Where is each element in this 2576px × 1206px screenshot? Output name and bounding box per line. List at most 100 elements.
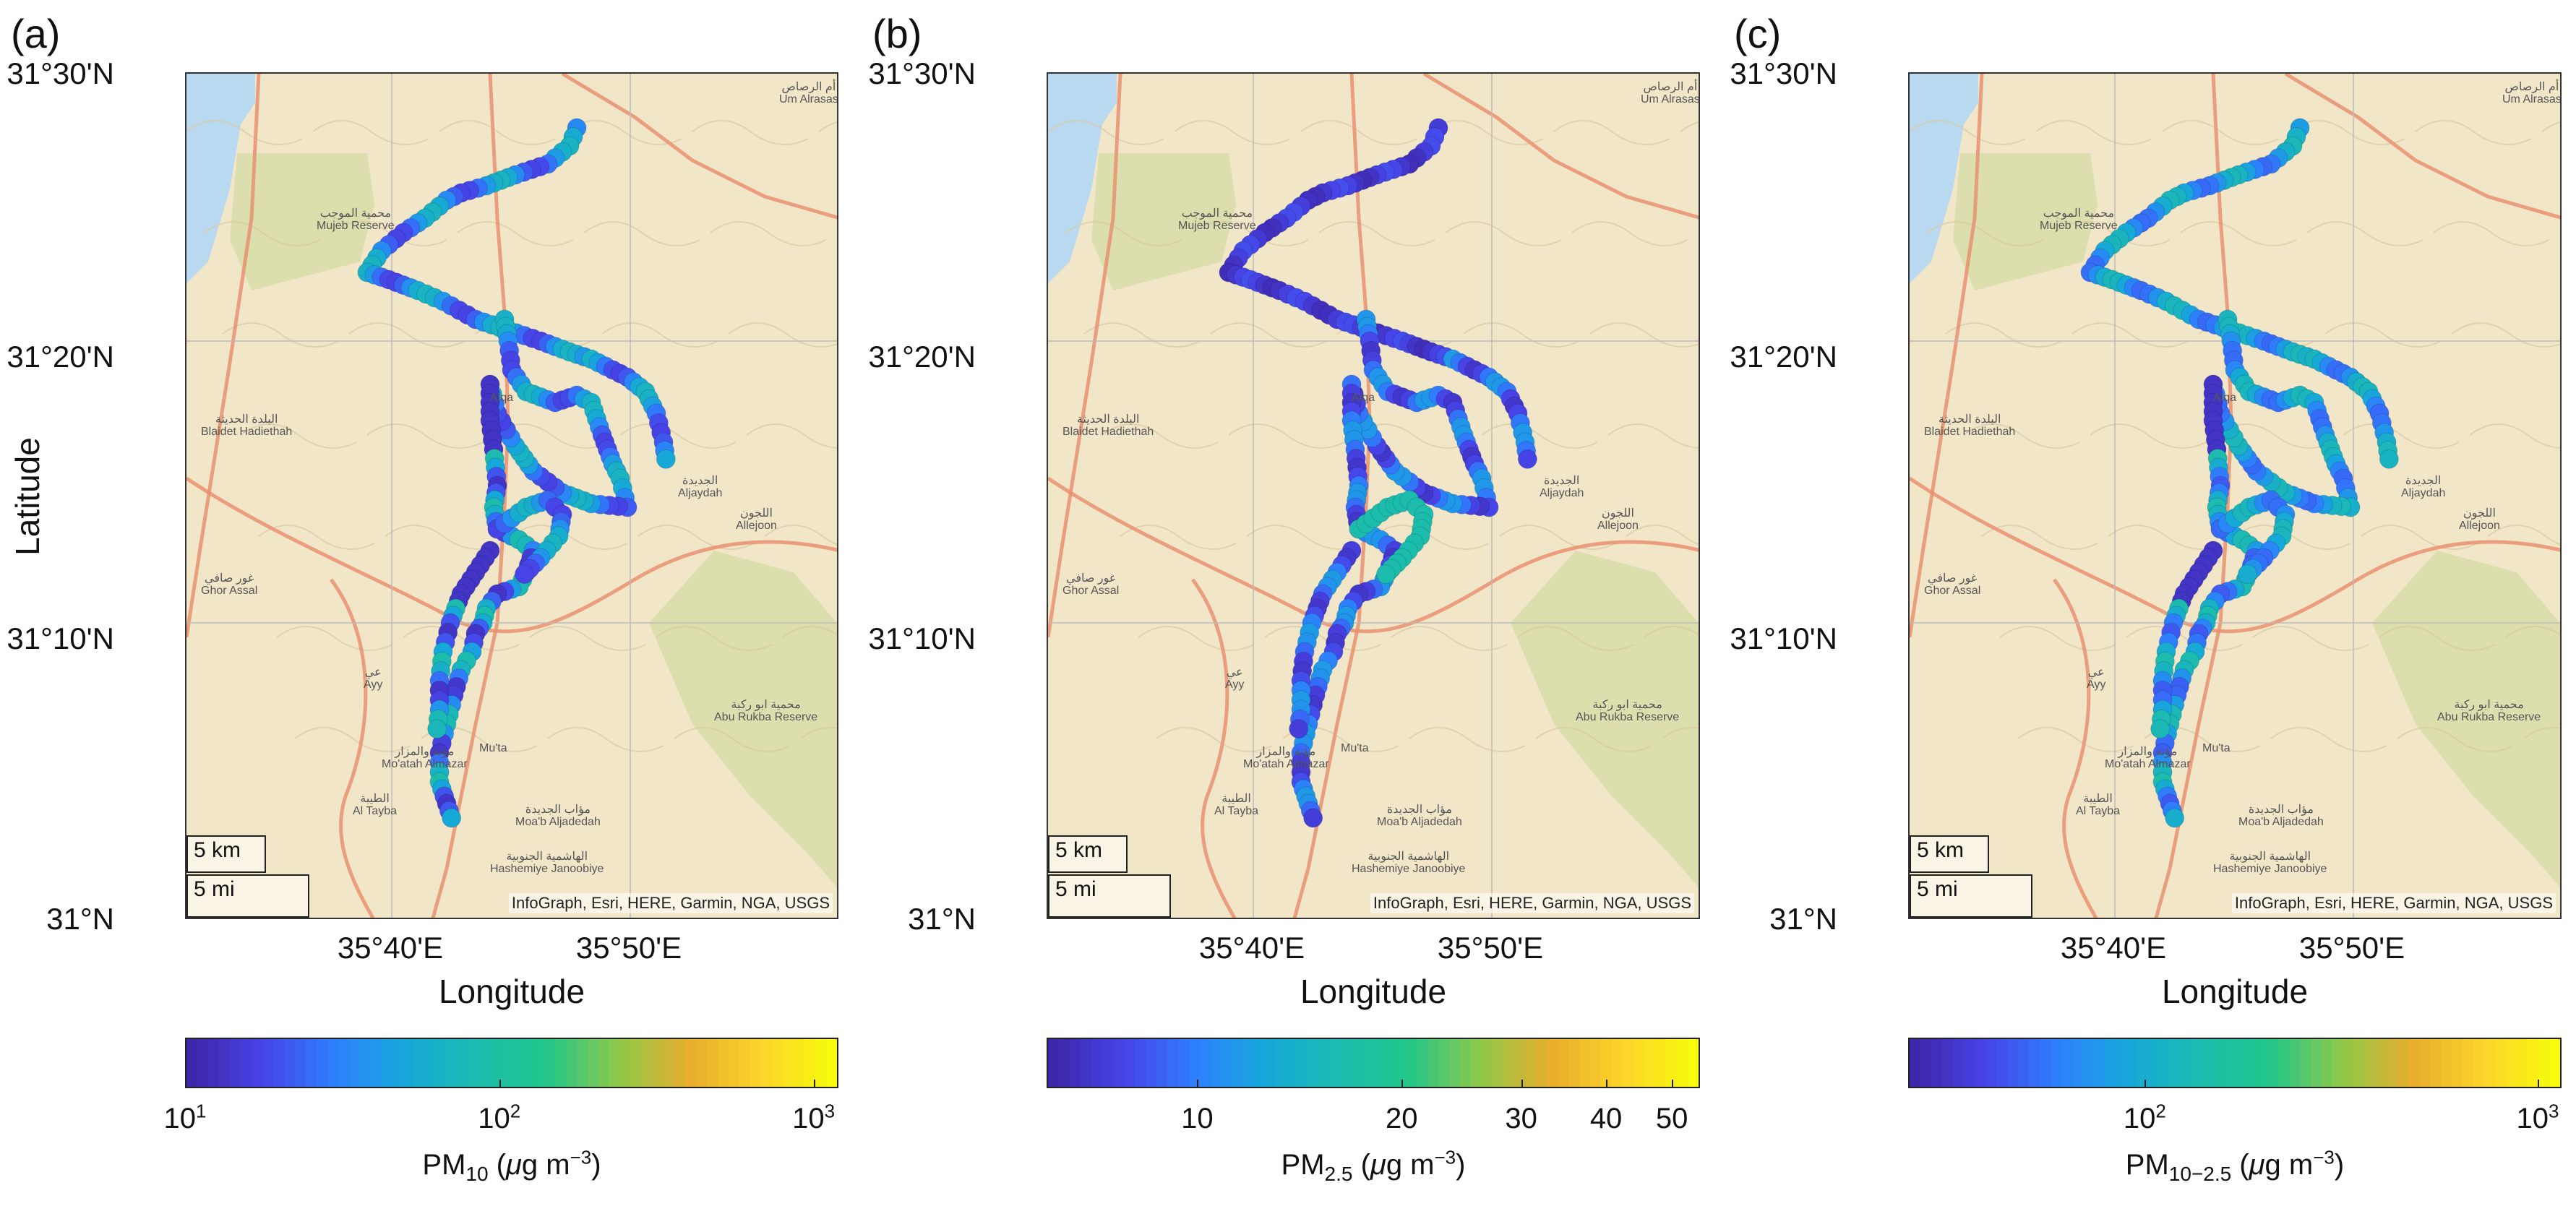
road xyxy=(2284,74,2560,220)
colorbar-segment xyxy=(1059,1039,1070,1087)
place-label-arabic: عي xyxy=(1226,666,1243,679)
latitude-tick-label: 31°N xyxy=(908,902,976,936)
place-label-english: Abu Rukba Reserve xyxy=(2437,711,2541,723)
place-label-arabic: البلدة الحديثة xyxy=(1076,413,1140,426)
route-measurement-point xyxy=(1289,719,1309,739)
colorbar-segment xyxy=(653,1039,664,1087)
colorbar-title-title-main: PM xyxy=(1281,1149,1325,1181)
place-label-english: Ghor Assal xyxy=(1062,585,1120,597)
colorbar-tick-label: 101 xyxy=(164,1102,207,1135)
colorbar-segment xyxy=(2224,1039,2236,1087)
colorbar-segment xyxy=(252,1039,263,1087)
route-measurement-point xyxy=(442,808,462,828)
place-label: Mu'ta xyxy=(479,742,507,754)
terrain-contour xyxy=(1945,322,2062,348)
place-label-arabic: محمية الموجب xyxy=(319,207,392,220)
terrain-contour xyxy=(583,221,700,246)
colorbar-segment xyxy=(2549,1039,2560,1087)
place-label-english: Moa'b Aljadedah xyxy=(1377,816,1462,828)
place-label: Mu'ta xyxy=(1341,742,1369,754)
place-label-english: Alqa xyxy=(2213,392,2237,404)
place-label-english: Ghor Assal xyxy=(201,585,258,597)
colorbar-segment xyxy=(685,1039,697,1087)
colorbar-segment xyxy=(729,1039,740,1087)
place-label-arabic: الجديدة xyxy=(2405,475,2442,487)
terrain-contour xyxy=(294,727,411,752)
scale-bar-km: 5 km xyxy=(1910,835,1989,873)
scale-bar-mi: 5 mi xyxy=(1048,874,1171,918)
colorbar-segment xyxy=(2419,1039,2431,1087)
terrain-contour xyxy=(1535,727,1652,752)
colorbar-segment xyxy=(425,1039,437,1087)
terrain-contour xyxy=(836,231,837,233)
tick-base: 10 xyxy=(478,1103,510,1134)
basemap[interactable]: أم الرصاص Um Alrasas محمية الموجب Mujeb Res… xyxy=(185,72,838,919)
terrain-contour xyxy=(800,727,837,739)
colorbar-segment xyxy=(1156,1039,1168,1087)
terrain-contour xyxy=(1264,626,1381,651)
colorbar-segment xyxy=(2029,1039,2040,1087)
colorbar-segment xyxy=(1612,1039,1623,1087)
route-measurement-point xyxy=(2150,719,2171,739)
terrain-contour xyxy=(1409,727,1526,752)
terrain-contour xyxy=(2469,423,2560,449)
colorbar-tick-label: 20 xyxy=(1386,1103,1418,1135)
colorbar-segment xyxy=(772,1039,783,1087)
colorbar-segment xyxy=(1373,1039,1385,1087)
colorbar-segment xyxy=(382,1039,393,1087)
longitude-tick-label: 35°50'E xyxy=(2298,931,2405,965)
colorbar-segment xyxy=(219,1039,231,1087)
colorbar-segment xyxy=(1200,1039,1211,1087)
terrain-contour xyxy=(366,423,484,449)
colorbar-segment xyxy=(1081,1039,1092,1087)
colorbar-segment xyxy=(468,1039,480,1087)
colorbar-segment xyxy=(2181,1039,2192,1087)
colorbar-tick-mark xyxy=(1606,1080,1608,1088)
colorbar-segment xyxy=(447,1039,458,1087)
colorbar-segment xyxy=(2484,1039,2496,1087)
colorbar-segment xyxy=(598,1039,610,1087)
route-measurement-point xyxy=(515,564,534,584)
colorbar-segment xyxy=(1931,1039,1943,1087)
colorbar-segment xyxy=(2213,1039,2225,1087)
colorbar-title-title-unit-post: ) xyxy=(1456,1149,1466,1181)
place-label: اللجون Allejoon xyxy=(1597,507,1639,532)
place-label: مؤاب الجديدة Moa'b Aljadedah xyxy=(2238,804,2324,828)
colorbar-title-title-unit-post: ) xyxy=(2334,1149,2345,1181)
colorbar-segment xyxy=(2397,1039,2409,1087)
colorbar-segment xyxy=(1124,1039,1135,1087)
tick-base: 10 xyxy=(2123,1103,2156,1134)
colorbar-segment xyxy=(1232,1039,1244,1087)
colorbar-segment xyxy=(1953,1039,1965,1087)
colorbar-segment xyxy=(523,1039,534,1087)
latitude-tick-label: 31°30'N xyxy=(1730,56,1837,90)
latitude-tick-label: 31°10'N xyxy=(1730,621,1837,655)
colorbar-segment xyxy=(1113,1039,1125,1087)
basemap[interactable]: أم الرصاص Um Alrasas محمية الموجب Mujeb Res… xyxy=(1047,72,1700,919)
place-label-arabic: محمية الموجب xyxy=(1181,207,1253,220)
colorbar-segment xyxy=(1655,1039,1667,1087)
route-measurement-point xyxy=(1517,449,1537,469)
colorbar-title-title-unit-mid: g m xyxy=(521,1149,570,1181)
basemap[interactable]: أم الرصاص Um Alrasas محمية الموجب Mujeb Res… xyxy=(1908,72,2562,919)
colorbar-segment xyxy=(2007,1039,2019,1087)
tick-base: 10 xyxy=(2516,1103,2549,1134)
colorbar-tick-mark xyxy=(1401,1080,1404,1088)
place-label-english: Um Alrasas xyxy=(779,93,838,105)
place-label-arabic: غور صافي xyxy=(205,572,254,585)
longitude-tick-label: 35°40'E xyxy=(2060,931,2167,965)
colorbar-segment xyxy=(1666,1039,1678,1087)
road xyxy=(329,578,375,918)
colorbar-segment xyxy=(555,1039,567,1087)
colorbar-segment xyxy=(1503,1039,1515,1087)
colorbar-segment xyxy=(1438,1039,1450,1087)
terrain-contour xyxy=(1373,525,1490,550)
road xyxy=(1048,476,1699,634)
colorbar-segment xyxy=(2278,1039,2290,1087)
colorbar-title-title-unit-mid: g m xyxy=(2264,1149,2314,1181)
place-label-arabic: الهاشمية الجنوبية xyxy=(1368,850,1450,863)
map-panel-2: (b) 31°30'N 31°20'N 31°10'N 31°N 35°40'E 35°50… xyxy=(862,0,1714,1206)
colorbar-title-title-mu: μ xyxy=(2249,1149,2265,1181)
colorbar-segment xyxy=(2452,1039,2463,1087)
colorbar-segment xyxy=(1189,1039,1201,1087)
